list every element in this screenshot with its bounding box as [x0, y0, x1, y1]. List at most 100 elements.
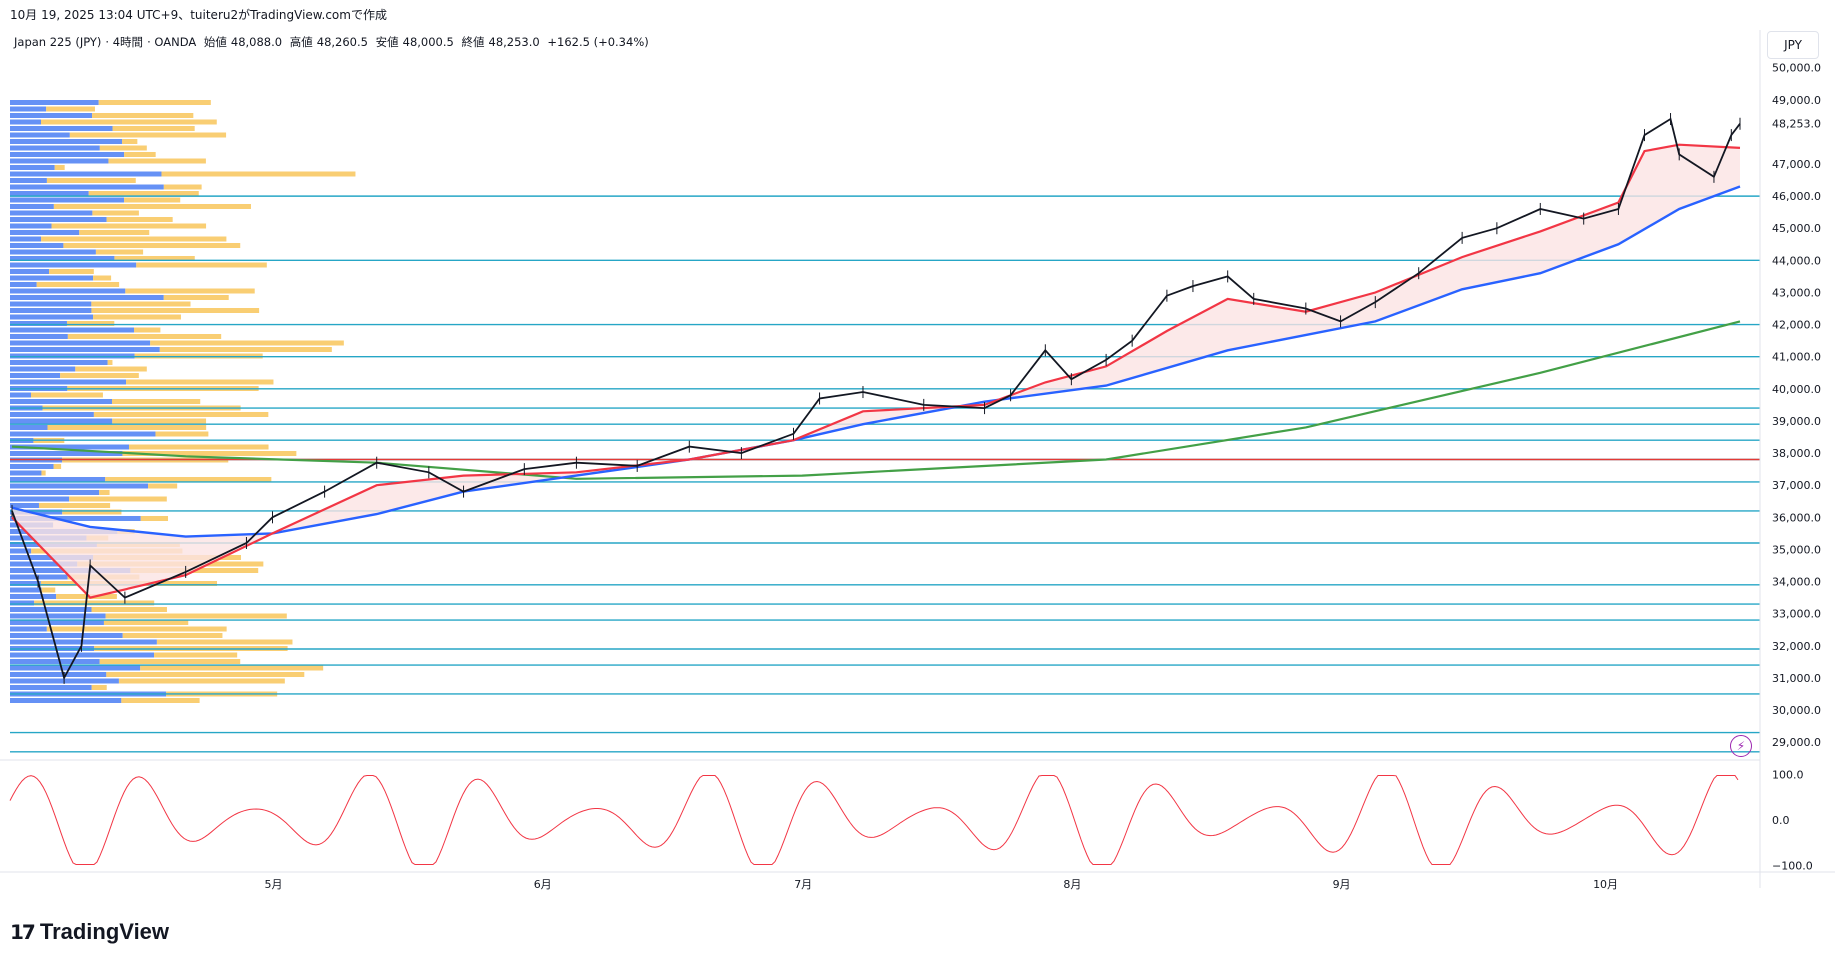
price-tick-label: 42,000.0: [1772, 319, 1821, 332]
volume-profile-buy-bar: [10, 295, 164, 300]
volume-profile-sell-bar: [67, 334, 222, 339]
volume-profile-sell-bar: [36, 282, 120, 287]
volume-profile-sell-bar: [69, 496, 167, 502]
volume-profile-buy-bar: [10, 418, 113, 424]
open-value: 48,088.0: [230, 35, 283, 49]
volume-profile-sell-bar: [134, 327, 161, 333]
volume-profile-sell-bar: [41, 587, 56, 593]
time-tick-label: 9月: [1333, 878, 1351, 891]
open-label: 始値: [203, 35, 227, 49]
volume-profile-buy-bar: [10, 256, 115, 261]
volume-profile-buy-bar: [10, 100, 99, 105]
volume-profile-buy-bar: [10, 431, 156, 437]
volume-profile-buy-bar: [10, 366, 76, 372]
volume-profile-sell-bar: [124, 197, 181, 203]
price-tick-label: 40,000.0: [1772, 383, 1821, 396]
volume-profile-sell-bar: [41, 236, 227, 242]
price-axis[interactable]: 50,000.0 49,000.0 47,000.0 46,000.0 45,000.0…: [1764, 62, 1826, 750]
volume-profile-sell-bar: [54, 165, 65, 170]
oscillator-line: [9, 775, 1739, 865]
volume-profile-sell-bar: [112, 399, 201, 404]
volume-profile-sell-bar: [124, 152, 156, 157]
symbol-name[interactable]: Japan 225 (JPY): [14, 35, 102, 49]
volume-profile-buy-bar: [10, 444, 129, 450]
volume-profile-sell-bar: [53, 464, 62, 469]
tv-logo-icon: 𝟭𝟳: [10, 921, 36, 944]
volume-profile-sell-bar: [126, 379, 274, 385]
price-tick-label: 47,000.0: [1772, 158, 1821, 171]
volume-profile-sell-bar: [107, 360, 113, 365]
volume-profile-buy-bar: [10, 652, 155, 658]
volume-profile-sell-bar: [121, 698, 200, 703]
price-tick-label: 43,000.0: [1772, 286, 1821, 299]
price-tick-label: 32,000.0: [1772, 640, 1821, 653]
horizontal-levels: [10, 195, 1760, 753]
time-tick-label: 10月: [1593, 878, 1618, 891]
volume-profile-buy-bar: [10, 548, 32, 554]
volume-profile-sell-bar: [125, 288, 255, 294]
volume-profile-buy-bar: [10, 659, 100, 664]
volume-profile-sell-bar: [163, 295, 229, 300]
ema-fast-line: [11, 143, 1741, 599]
volume-profile-sell-bar: [112, 418, 207, 424]
volume-profile-sell-bar: [122, 633, 223, 638]
volume-profile: [10, 100, 356, 703]
ema-cloud: [12, 144, 1740, 598]
volume-profile-buy-bar: [10, 626, 47, 632]
volume-profile-buy-bar: [10, 327, 135, 333]
volume-profile-buy-bar: [10, 249, 96, 255]
volume-profile-buy-bar: [10, 639, 157, 645]
volume-profile-sell-bar: [53, 204, 251, 209]
volume-profile-buy-bar: [10, 353, 135, 359]
time-tick-label: 7月: [794, 878, 812, 891]
volume-profile-buy-bar: [10, 574, 68, 580]
volume-profile-sell-bar: [46, 626, 227, 632]
volume-profile-buy-bar: [10, 145, 100, 151]
volume-profile-sell-bar: [30, 392, 103, 398]
volume-profile-buy-bar: [10, 379, 127, 385]
price-series: [11, 113, 1741, 684]
moving-averages: [11, 143, 1741, 599]
currency-selector[interactable]: JPY: [1767, 31, 1819, 59]
volume-profile-sell-bar: [161, 171, 356, 177]
price-tick-label: 33,000.0: [1772, 608, 1821, 621]
time-axis[interactable]: 5月 6月 7月 8月 9月 10月: [265, 878, 1619, 891]
volume-profile-buy-bar: [10, 314, 94, 320]
volume-profile-buy-bar: [10, 340, 151, 346]
volume-profile-sell-bar: [75, 366, 147, 372]
volume-profile-buy-bar: [10, 113, 93, 118]
price-tick-label: 31,000.0: [1772, 672, 1821, 685]
price-tick-label: 38,000.0: [1772, 447, 1821, 460]
volume-profile-buy-bar: [10, 672, 107, 677]
volume-profile-buy-bar: [10, 197, 125, 203]
volume-profile-sell-bar: [60, 373, 139, 378]
volume-profile-sell-bar: [106, 672, 305, 677]
volume-profile-buy-bar: [10, 477, 106, 482]
price-tick-label: 36,000.0: [1772, 511, 1821, 524]
close-value: 48,253.0: [488, 35, 540, 49]
volume-profile-sell-bar: [106, 217, 173, 222]
volume-profile-sell-bar: [122, 451, 297, 456]
volume-profile-buy-bar: [10, 152, 125, 157]
time-tick-label: 6月: [534, 878, 552, 891]
volume-profile-sell-bar: [134, 353, 263, 359]
price-tick-label: 49,000.0: [1772, 94, 1821, 107]
last-price-badge: [1764, 114, 1826, 133]
volume-profile-sell-bar: [156, 639, 293, 645]
volume-profile-buy-bar: [10, 483, 149, 489]
volume-profile-buy-bar: [10, 230, 80, 235]
volume-profile-buy-bar: [10, 594, 57, 599]
volume-profile-sell-bar: [46, 178, 136, 183]
lightning-icon[interactable]: ⚡: [1730, 735, 1752, 757]
volume-profile-buy-bar: [10, 126, 113, 131]
interval-label[interactable]: 4時間: [112, 35, 144, 49]
price-tick-label: 30,000.0: [1772, 704, 1821, 717]
volume-profile-sell-bar: [69, 132, 227, 138]
volume-profile-sell-bar: [91, 607, 167, 612]
volume-profile-buy-bar: [10, 470, 42, 476]
volume-profile-buy-bar: [10, 210, 93, 216]
volume-profile-sell-bar: [88, 191, 199, 196]
ema-cloud-fill: [12, 144, 1740, 598]
volume-profile-buy-bar: [10, 171, 162, 177]
